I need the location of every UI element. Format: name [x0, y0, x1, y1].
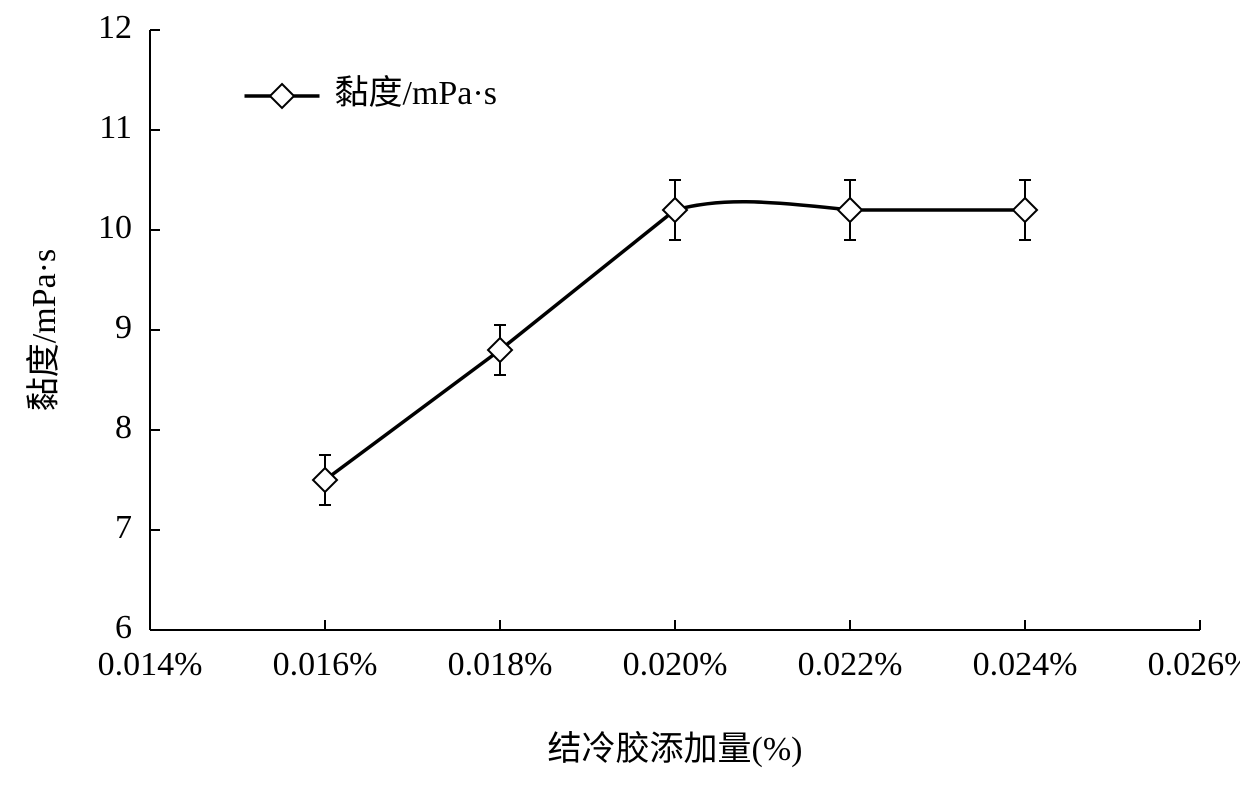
- y-tick-label: 11: [99, 109, 132, 146]
- x-tick-label: 0.020%: [623, 646, 728, 683]
- y-tick-label: 10: [98, 209, 132, 246]
- y-tick-label: 7: [115, 509, 132, 546]
- x-tick-label: 0.024%: [973, 646, 1078, 683]
- y-axis-label: 黏度/mPa·s: [25, 249, 63, 411]
- viscosity-chart: 6 7 8 9 10 11 12 0.014% 0.016% 0.018% 0.020% 0.022%…: [0, 0, 1240, 809]
- x-tick-label: 0.022%: [798, 646, 903, 683]
- y-tick-label: 9: [115, 309, 132, 346]
- x-tick-label: 0.018%: [448, 646, 553, 683]
- x-tick-label: 0.026%: [1148, 646, 1240, 683]
- y-tick-label: 12: [98, 9, 132, 46]
- y-tick-label: 8: [115, 409, 132, 446]
- chart-svg: 6 7 8 9 10 11 12 0.014% 0.016% 0.018% 0.020% 0.022%…: [0, 0, 1240, 809]
- x-axis-label: 结冷胶添加量(%): [548, 730, 803, 768]
- x-tick-label: 0.016%: [273, 646, 378, 683]
- legend-label: 黏度/mPa·s: [335, 74, 497, 112]
- y-tick-label: 6: [115, 609, 132, 646]
- x-tick-label: 0.014%: [98, 646, 203, 683]
